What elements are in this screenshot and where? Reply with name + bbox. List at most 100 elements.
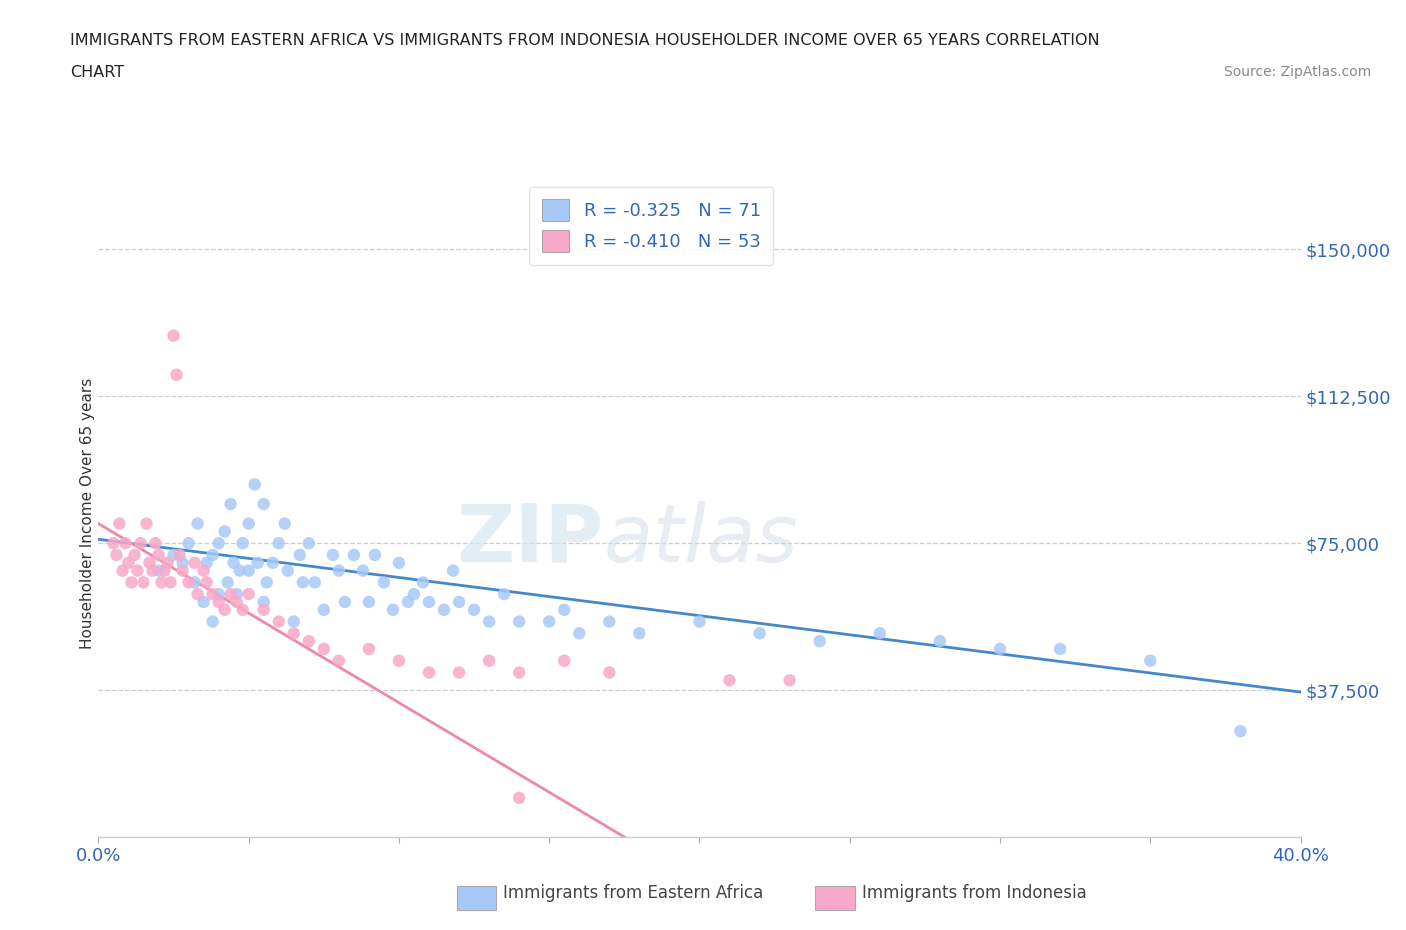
Point [267,536,290,551]
Point [195,555,218,570]
Point [253,603,276,618]
Point [689,614,711,629]
Point [304,575,326,590]
Point [283,614,305,629]
Point [162,548,184,563]
Text: atlas: atlas [603,500,799,578]
Point [494,587,516,602]
Point [343,548,366,563]
Point [418,594,440,609]
Point [267,614,290,629]
Point [124,548,146,563]
Point [238,564,260,578]
Point [418,665,440,680]
Point [132,575,155,590]
Point [121,575,143,590]
Point [1049,642,1071,657]
Point [177,575,200,590]
Point [148,564,170,578]
Point [135,516,157,531]
Point [129,536,152,551]
Point [172,555,194,570]
Point [159,575,181,590]
Point [1229,724,1251,738]
Text: IMMIGRANTS FROM EASTERN AFRICA VS IMMIGRANTS FROM INDONESIA HOUSEHOLDER INCOME O: IMMIGRANTS FROM EASTERN AFRICA VS IMMIGR… [70,33,1099,47]
Point [201,587,224,602]
Point [352,564,374,578]
Point [388,555,411,570]
Point [508,665,530,680]
Point [357,642,380,657]
Point [328,564,350,578]
Point [568,626,591,641]
Point [219,497,242,512]
Point [381,603,404,618]
Point [117,555,139,570]
Point [274,516,297,531]
Point [201,614,224,629]
Point [183,555,205,570]
Point [193,564,215,578]
Point [441,564,464,578]
Point [262,555,284,570]
Point [718,673,741,688]
Point [598,665,620,680]
Point [333,594,356,609]
Point [225,587,247,602]
Point [166,367,188,382]
Point [208,594,231,609]
Point [396,594,419,609]
Point [208,536,231,551]
Point [214,524,236,538]
Text: Immigrants from Eastern Africa: Immigrants from Eastern Africa [503,884,763,902]
Point [232,536,254,551]
Point [238,587,260,602]
Point [253,497,276,512]
Text: CHART: CHART [70,65,124,80]
Point [628,626,651,641]
Point [388,653,411,668]
Point [508,790,530,805]
Point [402,587,425,602]
Point [478,653,501,668]
Point [478,614,501,629]
Text: ZIP: ZIP [456,500,603,578]
Point [298,633,321,648]
Point [553,653,575,668]
Point [217,575,239,590]
Point [808,633,831,648]
Point [232,603,254,618]
Point [463,603,485,618]
Point [283,626,305,641]
Point [195,575,218,590]
Point [153,564,176,578]
Point [447,594,470,609]
Text: Immigrants from Indonesia: Immigrants from Indonesia [862,884,1087,902]
Point [312,642,335,657]
Point [1139,653,1161,668]
Point [929,633,952,648]
Point [183,575,205,590]
Point [111,564,134,578]
Point [869,626,891,641]
Point [108,516,131,531]
Point [243,477,266,492]
Legend: R = -0.325   N = 71, R = -0.410   N = 53: R = -0.325 N = 71, R = -0.410 N = 53 [530,187,773,265]
Point [138,555,160,570]
Point [225,594,247,609]
Y-axis label: Householder Income Over 65 years: Householder Income Over 65 years [80,379,94,649]
Point [148,548,170,563]
Point [748,626,770,641]
Point [364,548,387,563]
Point [145,536,167,551]
Text: Source: ZipAtlas.com: Source: ZipAtlas.com [1223,65,1371,79]
Point [228,564,250,578]
Point [246,555,269,570]
Point [187,587,209,602]
Point [150,575,173,590]
Point [156,555,179,570]
Point [291,575,314,590]
Point [412,575,434,590]
Point [288,548,311,563]
Point [114,536,136,551]
